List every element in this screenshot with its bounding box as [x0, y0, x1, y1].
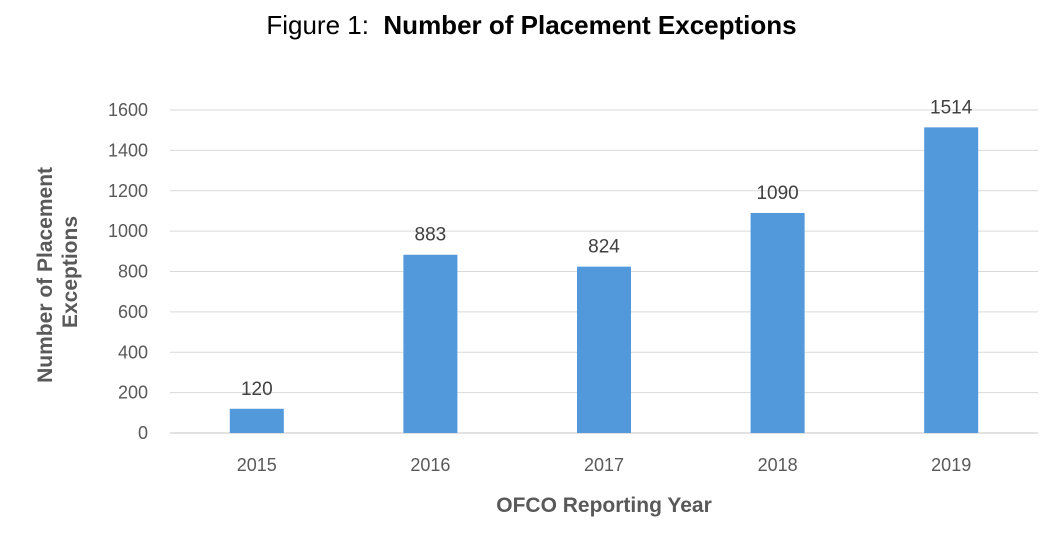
y-tick-label: 800: [118, 262, 148, 282]
y-tick-label: 1400: [108, 140, 148, 160]
y-tick-label: 200: [118, 383, 148, 403]
y-axis-ticks: 0 200 400 600 800 1000 1200 1400 1600: [108, 100, 148, 443]
x-tick-label: 2018: [758, 455, 798, 475]
gridlines: [170, 109, 1038, 434]
chart-title-text: Number of Placement Exceptions: [383, 10, 797, 40]
x-tick-label: 2015: [237, 455, 277, 475]
x-tick-label: 2019: [931, 455, 971, 475]
figure-label: Figure 1:: [266, 10, 369, 40]
bar: [229, 408, 284, 433]
y-tick-label: 1200: [108, 181, 148, 201]
bar: [750, 212, 805, 433]
data-labels: 120 883 824 1090 1514: [241, 97, 973, 399]
y-tick-label: 1000: [108, 221, 148, 241]
data-label: 824: [588, 237, 620, 258]
x-axis-title: OFCO Reporting Year: [496, 494, 712, 517]
y-axis-title-line-1: Number of Placement: [34, 167, 57, 383]
bar: [577, 266, 631, 433]
data-label: 883: [415, 225, 447, 246]
data-label: 1090: [756, 183, 798, 204]
y-axis-title: Number of Placement Exceptions: [34, 161, 82, 383]
data-label: 120: [241, 379, 273, 400]
y-axis-title-line-2: Exceptions: [59, 216, 82, 328]
x-tick-label: 2016: [410, 455, 450, 475]
y-tick-label: 1600: [108, 100, 148, 120]
y-tick-label: 400: [118, 342, 148, 362]
bar: [403, 254, 458, 433]
x-tick-label: 2017: [584, 455, 624, 475]
bar: [924, 127, 979, 433]
y-tick-label: 0: [138, 423, 148, 443]
y-tick-label: 600: [118, 302, 148, 322]
data-label: 1514: [930, 97, 973, 118]
chart-title: Figure 1: Number of Placement Exceptions: [0, 10, 1063, 41]
x-axis-ticks: 2015 2016 2017 2018 2019: [237, 455, 971, 475]
bars: [229, 127, 979, 433]
